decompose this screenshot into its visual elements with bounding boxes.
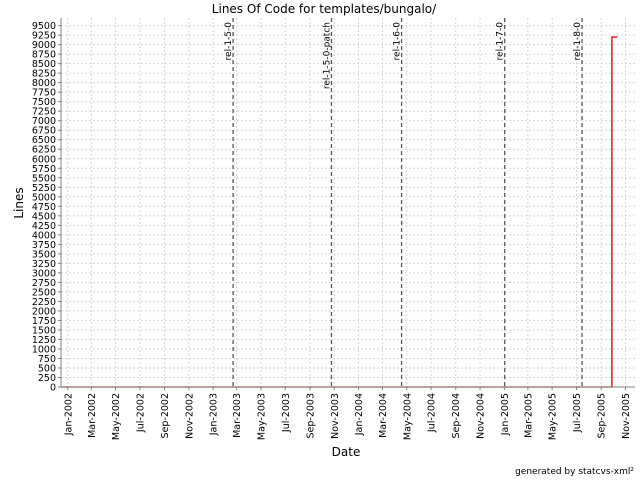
x-tick-label: Nov-2005 xyxy=(621,393,632,439)
y-tick-label: 2500 xyxy=(32,287,56,298)
y-tick-label: 7000 xyxy=(32,116,56,127)
release-marker-label: rel-1-5-0 xyxy=(224,22,234,61)
y-tick-label: 4750 xyxy=(32,202,56,213)
generator-credit: generated by statcvs-xml² xyxy=(515,467,634,477)
x-tick-label: Jan-2005 xyxy=(500,393,511,436)
x-tick-label: Jan-2003 xyxy=(209,393,220,436)
x-tick-label: Sep-2005 xyxy=(597,393,608,439)
x-tick-label: Jan-2004 xyxy=(354,393,365,436)
x-tick-label: Jul-2004 xyxy=(427,393,438,433)
y-tick-label: 7250 xyxy=(32,107,56,118)
x-tick-label: Nov-2004 xyxy=(476,393,487,439)
x-tick-label: Mar-2005 xyxy=(523,393,534,438)
y-tick-label: 1000 xyxy=(32,344,56,355)
x-tick-label: Mar-2003 xyxy=(232,393,243,438)
x-tick-label: Jul-2002 xyxy=(135,393,146,433)
y-tick-label: 3000 xyxy=(32,268,56,279)
release-marker-label: rel-1-8-0 xyxy=(573,22,583,61)
chart-title: Lines Of Code for templates/bungalo/ xyxy=(212,2,437,16)
y-tick-label: 2000 xyxy=(32,306,56,317)
release-marker-label: rel-1-7-0 xyxy=(496,22,506,61)
y-tick-label: 8750 xyxy=(32,50,56,61)
release-marker-label: rel-1-6-0 xyxy=(393,22,403,61)
y-tick-label: 3250 xyxy=(32,259,56,270)
y-tick-label: 5000 xyxy=(32,192,56,203)
plot-area xyxy=(61,18,635,387)
y-tick-label: 3750 xyxy=(32,240,56,251)
y-tick-label: 9000 xyxy=(32,40,56,51)
y-tick-label: 750 xyxy=(38,354,56,365)
y-tick-label: 0 xyxy=(50,383,56,394)
y-tick-label: 6500 xyxy=(32,135,56,146)
y-tick-label: 7750 xyxy=(32,88,56,99)
y-axis-title: Lines xyxy=(12,187,26,218)
release-markers: rel-1-5-0 rel-1-5-0-patch rel-1-6-0 rel-1-7… xyxy=(224,18,583,387)
x-tick-label: Nov-2002 xyxy=(184,393,195,439)
y-tick-label: 4000 xyxy=(32,230,56,241)
release-marker-label: rel-1-5-0-patch xyxy=(322,22,332,89)
y-tick-label: 6000 xyxy=(32,154,56,165)
y-tick-label: 4500 xyxy=(32,211,56,222)
y-axis-ticks: 0250500750100012501500175020002250250027… xyxy=(32,21,61,394)
x-axis-title: Date xyxy=(332,445,361,459)
x-axis-ticks: Jan-2002 Mar-2002 May-2002 Jul-2002 Sep-2002… xyxy=(63,387,632,440)
y-tick-label: 5750 xyxy=(32,164,56,175)
x-tick-label: Jul-2003 xyxy=(281,393,292,433)
y-tick-label: 2750 xyxy=(32,278,56,289)
x-tick-label: May-2002 xyxy=(111,393,122,440)
y-tick-label: 6750 xyxy=(32,126,56,137)
y-tick-label: 2250 xyxy=(32,297,56,308)
y-tick-label: 1500 xyxy=(32,325,56,336)
x-tick-label: Nov-2003 xyxy=(330,393,341,439)
y-tick-label: 7500 xyxy=(32,97,56,108)
y-tick-label: 8500 xyxy=(32,59,56,70)
x-tick-label: Sep-2004 xyxy=(451,393,462,439)
x-tick-label: Jan-2002 xyxy=(63,393,74,436)
y-tick-label: 250 xyxy=(38,373,56,384)
y-tick-label: 1750 xyxy=(32,316,56,327)
y-tick-label: 6250 xyxy=(32,145,56,156)
x-tick-label: Mar-2004 xyxy=(378,393,389,438)
x-tick-label: May-2003 xyxy=(256,393,267,440)
x-tick-label: Jul-2005 xyxy=(572,393,583,433)
y-tick-label: 3500 xyxy=(32,249,56,260)
y-tick-label: 9500 xyxy=(32,21,56,32)
y-tick-label: 1250 xyxy=(32,335,56,346)
x-tick-label: Sep-2002 xyxy=(160,393,171,439)
y-tick-label: 4250 xyxy=(32,221,56,232)
y-tick-label: 5250 xyxy=(32,183,56,194)
x-tick-label: Sep-2003 xyxy=(305,393,316,439)
y-tick-label: 500 xyxy=(38,363,56,374)
y-tick-label: 8250 xyxy=(32,69,56,80)
y-tick-label: 8000 xyxy=(32,78,56,89)
x-tick-label: Mar-2002 xyxy=(87,393,98,438)
x-tick-label: May-2005 xyxy=(548,393,559,440)
x-tick-label: May-2004 xyxy=(402,393,413,440)
y-tick-label: 9250 xyxy=(32,31,56,42)
y-tick-label: 5500 xyxy=(32,173,56,184)
